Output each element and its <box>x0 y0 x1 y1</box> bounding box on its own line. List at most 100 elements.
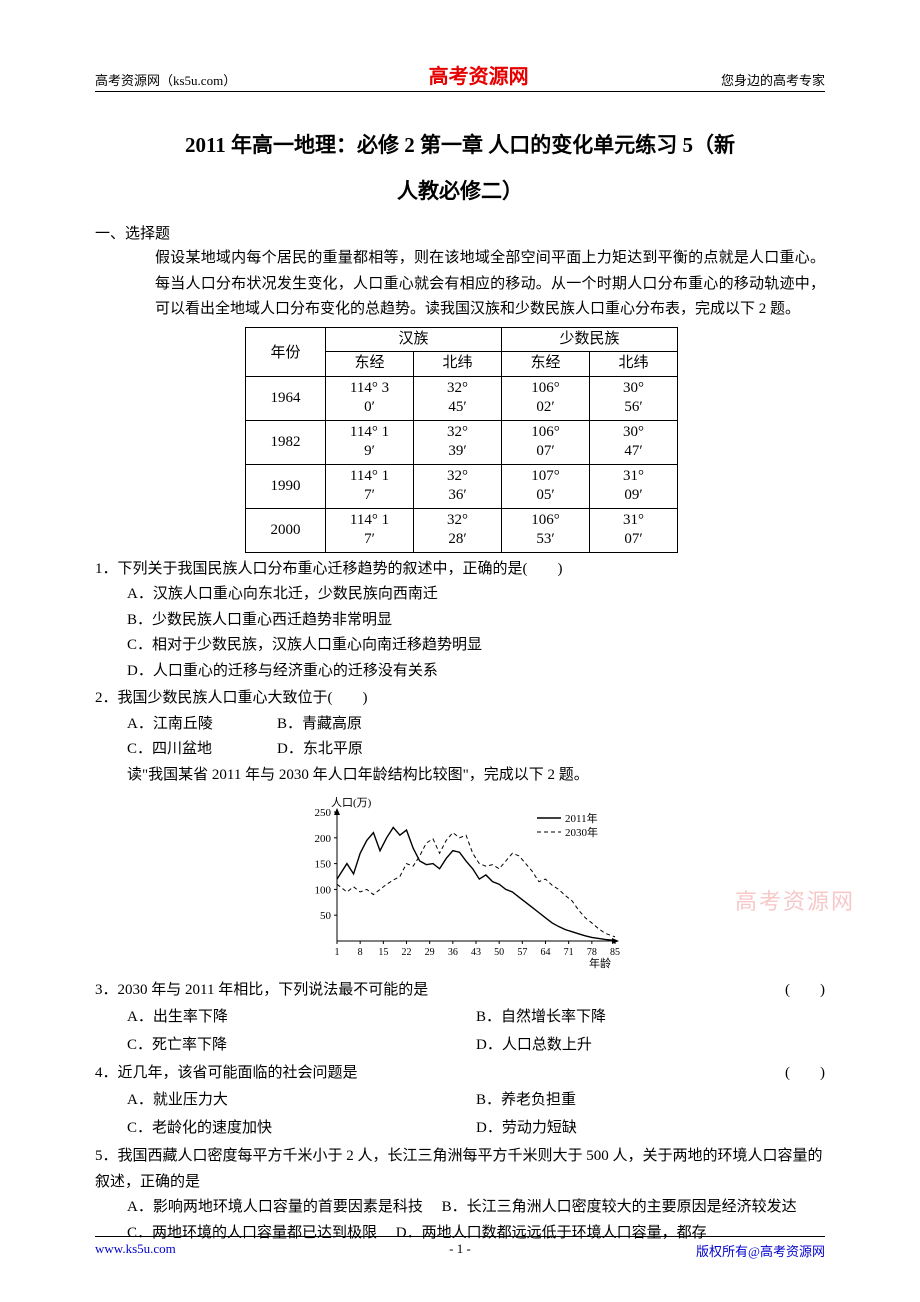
table-cell: 114° 17′ <box>326 508 414 552</box>
q2-opt-b: B．青藏高原 <box>277 712 427 738</box>
col-han-lon: 东经 <box>326 352 414 377</box>
q2-opt-d: D．东北平原 <box>277 737 427 763</box>
svg-text:250: 250 <box>315 807 332 819</box>
table-cell: 32°39′ <box>414 420 502 464</box>
q2-stem: 2．我国少数民族人口重心大致位于( ) <box>95 686 825 712</box>
svg-text:15: 15 <box>378 947 388 958</box>
q1-opt-b: B．少数民族人口重心西迁趋势非常明显 <box>127 608 825 634</box>
q4-stem: 4．近几年，该省可能面临的社会问题是 ( ) <box>95 1061 825 1087</box>
table-row: 2000114° 17′32°28′106°53′31°07′ <box>246 508 678 552</box>
header-right: 您身边的高考专家 <box>721 70 825 89</box>
q1-stem: 1．下列关于我国民族人口分布重心迁移趋势的叙述中，正确的是( ) <box>95 557 825 583</box>
svg-text:57: 57 <box>517 947 527 958</box>
table-row: 1982114° 19′32°39′106°07′30°47′ <box>246 420 678 464</box>
population-centroid-table: 年份 汉族 少数民族 东经 北纬 东经 北纬 1964114° 30′32°45… <box>245 327 678 553</box>
page-footer: - 1 - www.ks5u.com 版权所有@高考资源网 <box>95 1236 825 1260</box>
intro-paragraph: 假设某地域内每个居民的重量都相等，则在该地域全部空间平面上力矩达到平衡的点就是人… <box>155 246 825 323</box>
svg-text:50: 50 <box>320 911 332 923</box>
page: 高考资源网（ks5u.com） 高考资源网 您身边的高考专家 2011 年高一地… <box>0 0 920 1286</box>
q3-opt-d: D．人口总数上升 <box>476 1032 825 1060</box>
table-cell: 1982 <box>246 420 326 464</box>
question-2: 2．我国少数民族人口重心大致位于( ) A．江南丘陵B．青藏高原 C．四川盆地D… <box>95 686 825 788</box>
svg-text:200: 200 <box>315 833 332 845</box>
table-cell: 114° 19′ <box>326 420 414 464</box>
table-cell: 31°07′ <box>590 508 678 552</box>
col-min-lon: 东经 <box>502 352 590 377</box>
col-han-lat: 北纬 <box>414 352 502 377</box>
svg-text:22: 22 <box>402 947 412 958</box>
table-cell: 2000 <box>246 508 326 552</box>
table-cell: 114° 17′ <box>326 464 414 508</box>
svg-text:8: 8 <box>358 947 363 958</box>
question-1: 1．下列关于我国民族人口分布重心迁移趋势的叙述中，正确的是( ) A．汉族人口重… <box>95 557 825 685</box>
question-4: 4．近几年，该省可能面临的社会问题是 ( ) A．就业压力大 B．养老负担重 C… <box>95 1061 825 1142</box>
table-cell: 107°05′ <box>502 464 590 508</box>
table-cell: 32°45′ <box>414 376 502 420</box>
q5-opt-b: B．长江三角洲人口密度较大的主要原因是经济较发达 <box>442 1199 797 1215</box>
age-structure-chart: 50100150200250181522293643505764717885人口… <box>95 794 825 974</box>
table-cell: 106°07′ <box>502 420 590 464</box>
q3-opt-a: A．出生率下降 <box>127 1004 476 1032</box>
page-number: - 1 - <box>95 1241 825 1257</box>
q4-bracket: ( ) <box>785 1061 825 1087</box>
section-heading: 一、选择题 <box>95 222 825 246</box>
q4-opt-c: C．老龄化的速度加快 <box>127 1115 476 1143</box>
q2-opt-a: A．江南丘陵 <box>127 712 277 738</box>
svg-text:1: 1 <box>335 947 340 958</box>
q3-stem: 3．2030 年与 2011 年相比，下列说法最不可能的是 ( ) <box>95 978 825 1004</box>
svg-text:78: 78 <box>587 947 597 958</box>
q3-stem-text: 3．2030 年与 2011 年相比，下列说法最不可能的是 <box>95 982 428 998</box>
table-cell: 1990 <box>246 464 326 508</box>
question-3: 3．2030 年与 2011 年相比，下列说法最不可能的是 ( ) A．出生率下… <box>95 978 825 1059</box>
col-min-lat: 北纬 <box>590 352 678 377</box>
svg-text:人口(万): 人口(万) <box>331 796 372 809</box>
chart-intro: 读"我国某省 2011 年与 2030 年人口年龄结构比较图"，完成以下 2 题… <box>127 763 825 789</box>
q3-opt-b: B．自然增长率下降 <box>476 1004 825 1032</box>
q2-opt-c: C．四川盆地 <box>127 737 277 763</box>
chart-svg: 50100150200250181522293643505764717885人口… <box>295 794 625 969</box>
table-cell: 32°28′ <box>414 508 502 552</box>
page-header: 高考资源网（ks5u.com） 高考资源网 您身边的高考专家 <box>95 60 825 92</box>
table-cell: 106°02′ <box>502 376 590 420</box>
svg-text:150: 150 <box>315 859 332 871</box>
col-minority: 少数民族 <box>502 327 678 352</box>
svg-text:2030年: 2030年 <box>565 825 598 839</box>
watermark: 高考资源网 <box>735 884 855 916</box>
q1-opt-a: A．汉族人口重心向东北迁，少数民族向西南迁 <box>127 582 825 608</box>
q3-options: A．出生率下降 B．自然增长率下降 C．死亡率下降 D．人口总数上升 <box>127 1004 825 1060</box>
q1-opt-d: D．人口重心的迁移与经济重心的迁移没有关系 <box>127 659 825 685</box>
table-cell: 31°09′ <box>590 464 678 508</box>
table-cell: 1964 <box>246 376 326 420</box>
svg-text:71: 71 <box>564 947 574 958</box>
svg-text:100: 100 <box>315 885 332 897</box>
table-cell: 32°36′ <box>414 464 502 508</box>
document-title: 2011 年高一地理：必修 2 第一章 人口的变化单元练习 5（新 人教必修二） <box>95 122 825 214</box>
q4-opt-a: A．就业压力大 <box>127 1087 476 1115</box>
table-cell: 106°53′ <box>502 508 590 552</box>
svg-text:2011年: 2011年 <box>565 811 598 825</box>
svg-text:50: 50 <box>494 947 504 958</box>
question-5: 5．我国西藏人口密度每平方千米小于 2 人，长江三角洲每平方千米则大于 500 … <box>95 1144 825 1246</box>
col-han: 汉族 <box>326 327 502 352</box>
q4-opt-b: B．养老负担重 <box>476 1087 825 1115</box>
table-cell: 30°47′ <box>590 420 678 464</box>
header-center-logo: 高考资源网 <box>236 60 721 89</box>
q5-stem: 5．我国西藏人口密度每平方千米小于 2 人，长江三角洲每平方千米则大于 500 … <box>95 1144 825 1195</box>
q5-line-ab: A．影响两地环境人口容量的首要因素是科技 B．长江三角洲人口密度较大的主要原因是… <box>127 1195 825 1221</box>
header-left: 高考资源网（ks5u.com） <box>95 70 236 89</box>
table-row: 1990114° 17′32°36′107°05′31°09′ <box>246 464 678 508</box>
title-line-1: 2011 年高一地理：必修 2 第一章 人口的变化单元练习 5（新 <box>95 122 825 168</box>
svg-text:年龄: 年龄 <box>589 956 611 969</box>
q3-opt-c: C．死亡率下降 <box>127 1032 476 1060</box>
q3-bracket: ( ) <box>785 978 825 1004</box>
q4-opt-d: D．劳动力短缺 <box>476 1115 825 1143</box>
col-year: 年份 <box>246 327 326 376</box>
table-row: 1964114° 30′32°45′106°02′30°56′ <box>246 376 678 420</box>
table-cell: 30°56′ <box>590 376 678 420</box>
q5-opt-a: A．影响两地环境人口容量的首要因素是科技 <box>127 1199 423 1215</box>
q2-options: A．江南丘陵B．青藏高原 C．四川盆地D．东北平原 <box>127 712 825 763</box>
q4-options: A．就业压力大 B．养老负担重 C．老龄化的速度加快 D．劳动力短缺 <box>127 1087 825 1143</box>
svg-text:43: 43 <box>471 947 481 958</box>
svg-text:64: 64 <box>541 947 551 958</box>
q4-stem-text: 4．近几年，该省可能面临的社会问题是 <box>95 1065 358 1081</box>
